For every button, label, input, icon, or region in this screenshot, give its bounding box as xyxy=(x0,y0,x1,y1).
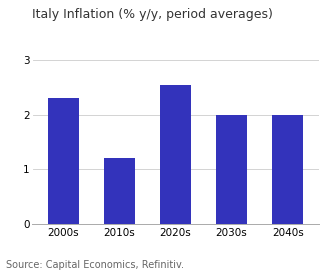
Bar xyxy=(272,115,303,224)
Text: Source: Capital Economics, Refinitiv.: Source: Capital Economics, Refinitiv. xyxy=(6,260,185,270)
Bar xyxy=(48,98,79,224)
Bar xyxy=(216,115,247,224)
Bar xyxy=(104,158,135,224)
Bar xyxy=(160,85,191,224)
Text: Italy Inflation (% y/y, period averages): Italy Inflation (% y/y, period averages) xyxy=(32,8,273,21)
